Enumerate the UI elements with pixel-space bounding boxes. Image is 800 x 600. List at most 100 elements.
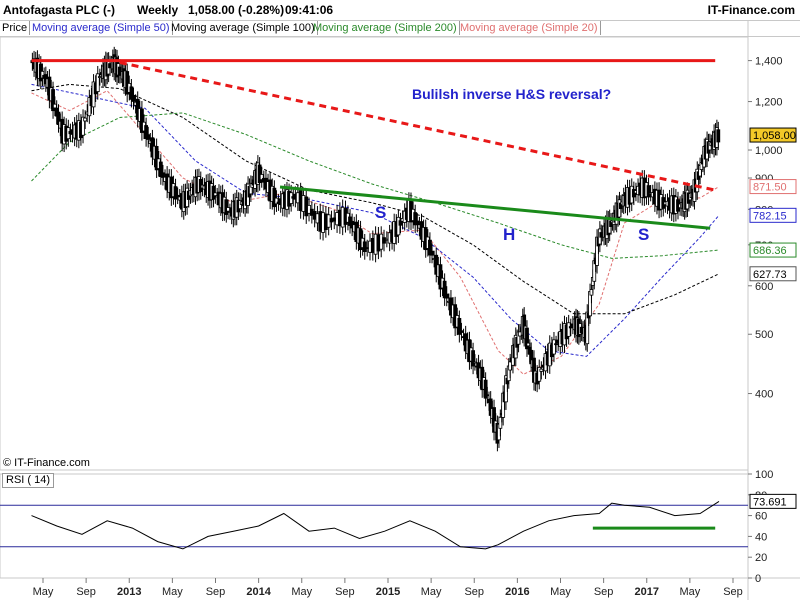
candle-body: [213, 192, 218, 197]
candle-body: [552, 339, 556, 355]
candle-body: [81, 116, 85, 136]
candle-body: [415, 220, 420, 225]
candle-body: [131, 94, 136, 102]
price-last-value-0-box: [749, 127, 797, 143]
last-quote: 1,058.00 (-0.28%): [188, 3, 285, 17]
trendline-neckline: [279, 185, 711, 230]
chart-header: Antofagasta PLC (-) Weekly 1,058.00 (-0.…: [0, 0, 800, 21]
candle-body: [257, 164, 262, 184]
rsi-pane-label[interactable]: RSI ( 14): [2, 473, 55, 488]
candle-body: [413, 212, 418, 226]
candle-body: [471, 350, 475, 367]
candle-body: [646, 185, 651, 198]
price-last-value-2: 782.15: [749, 207, 797, 223]
brand-name: IT-Finance.com: [707, 3, 795, 17]
price-last-value-3-text: 686.36: [753, 245, 787, 257]
candle-body: [146, 134, 151, 140]
price-tick-label: 1,000: [755, 145, 783, 157]
price-last-value-1-box: [749, 179, 797, 195]
ma-line-1: [31, 83, 720, 357]
rsi-line: [31, 500, 720, 550]
candle-body: [568, 326, 573, 329]
time-tick-label: 2015: [376, 586, 400, 598]
candle-body: [274, 197, 279, 205]
price-tick-label: 400: [755, 389, 773, 401]
time-tick-label: May: [550, 586, 571, 598]
rsi-tick-label: 60: [755, 511, 767, 523]
rsi-last-value-0-text: 73.691: [753, 496, 787, 508]
rsi-last-value-0-box: [749, 493, 797, 509]
candle-body: [259, 174, 264, 181]
left-shoulder-label: S: [375, 203, 387, 222]
legend-ma200[interactable]: Moving average (Simple 200): [311, 21, 460, 35]
candle-body: [459, 330, 464, 333]
price-last-value-4: 627.73: [749, 266, 797, 282]
candle-body: [537, 367, 542, 382]
rsi-pane-frame: [0, 473, 749, 579]
ma-line-3: [31, 112, 720, 259]
time-tick-label: Sep: [206, 586, 226, 598]
time-tick-label: May: [679, 586, 700, 598]
rsi-tick-label: 20: [755, 552, 767, 564]
legend-ma20[interactable]: Moving average (Simple 20): [458, 21, 601, 35]
candle-body: [175, 194, 180, 197]
candle-body: [442, 280, 447, 299]
price-last-value-1: 871.50: [749, 179, 797, 195]
legend-ma50[interactable]: Moving average (Simple 50): [30, 21, 173, 35]
time-tick-label: May: [291, 586, 312, 598]
price-last-value-1-text: 871.50: [753, 182, 787, 194]
candle-body: [224, 199, 229, 215]
rsi-tick-label: 100: [755, 469, 773, 481]
candle-body: [396, 216, 401, 236]
head-label: H: [503, 225, 516, 244]
indicator-legend: Price Moving average (Simple 50) Moving …: [0, 20, 800, 37]
instrument-name: Antofagasta PLC (-): [3, 3, 115, 17]
candle-body: [226, 207, 231, 212]
legend-price[interactable]: Price: [0, 21, 31, 35]
price-tick-label: 1,200: [755, 97, 783, 109]
candle-body: [539, 368, 544, 372]
candle-body: [125, 71, 130, 95]
legend-ma100[interactable]: Moving average (Simple 100): [169, 21, 318, 35]
copyright-notice: © IT-Finance.com: [3, 457, 90, 469]
candle-body: [716, 129, 721, 143]
candle-body: [566, 322, 571, 337]
time-tick-label: May: [421, 586, 442, 598]
time-tick-label: May: [33, 586, 54, 598]
candle-body: [430, 250, 434, 256]
price-tick-label: 600: [755, 281, 773, 293]
time-tick-label: Sep: [464, 586, 484, 598]
time-tick-label: 2016: [505, 586, 529, 598]
price-last-value-2-box: [749, 207, 797, 223]
candle-body: [87, 97, 92, 117]
candle-body: [52, 103, 57, 109]
candle-body: [444, 293, 449, 299]
price-last-value-4-text: 627.73: [753, 269, 787, 281]
candle-body: [83, 117, 88, 122]
candle-body: [272, 187, 277, 208]
candle-body: [158, 161, 163, 178]
candle-body: [140, 108, 144, 133]
time-tick-label: May: [162, 586, 183, 598]
price-tick-label: 500: [755, 329, 773, 341]
candle-body: [428, 239, 432, 256]
time-tick-label: Sep: [594, 586, 614, 598]
right-shoulder-label: S: [638, 225, 650, 244]
pattern-title: Bulilsh inverse H&S reversal?: [412, 86, 612, 102]
rsi-tick-label: 40: [755, 531, 767, 543]
rsi-tick-label: 0: [755, 573, 761, 585]
candle-body: [173, 186, 178, 200]
candle-body: [129, 86, 134, 100]
candle-body: [554, 343, 558, 346]
candle-body: [144, 125, 149, 139]
price-last-value-4-box: [749, 266, 797, 282]
candle-body: [485, 394, 490, 397]
time-tick-label: Sep: [723, 586, 743, 598]
time-tick-label: Sep: [335, 586, 355, 598]
candle-body: [95, 73, 100, 92]
price-last-value-3: 686.36: [749, 242, 797, 258]
candle-body: [457, 317, 462, 335]
candle-body: [585, 311, 590, 345]
